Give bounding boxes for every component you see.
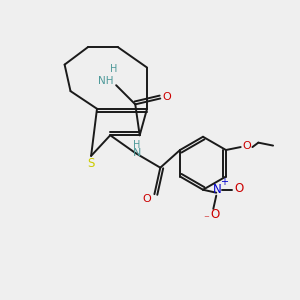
Text: H: H [110,64,117,74]
Text: O: O [143,194,152,204]
Text: O: O [234,182,244,195]
Text: H: H [133,140,140,150]
Text: N: N [133,148,141,158]
Text: S: S [87,157,95,170]
Text: ⁻: ⁻ [203,214,209,224]
Text: NH: NH [98,76,114,86]
Text: O: O [210,208,219,221]
Text: +: + [220,176,229,187]
Text: O: O [162,92,171,102]
Text: N: N [213,183,222,196]
Text: O: O [243,141,251,151]
